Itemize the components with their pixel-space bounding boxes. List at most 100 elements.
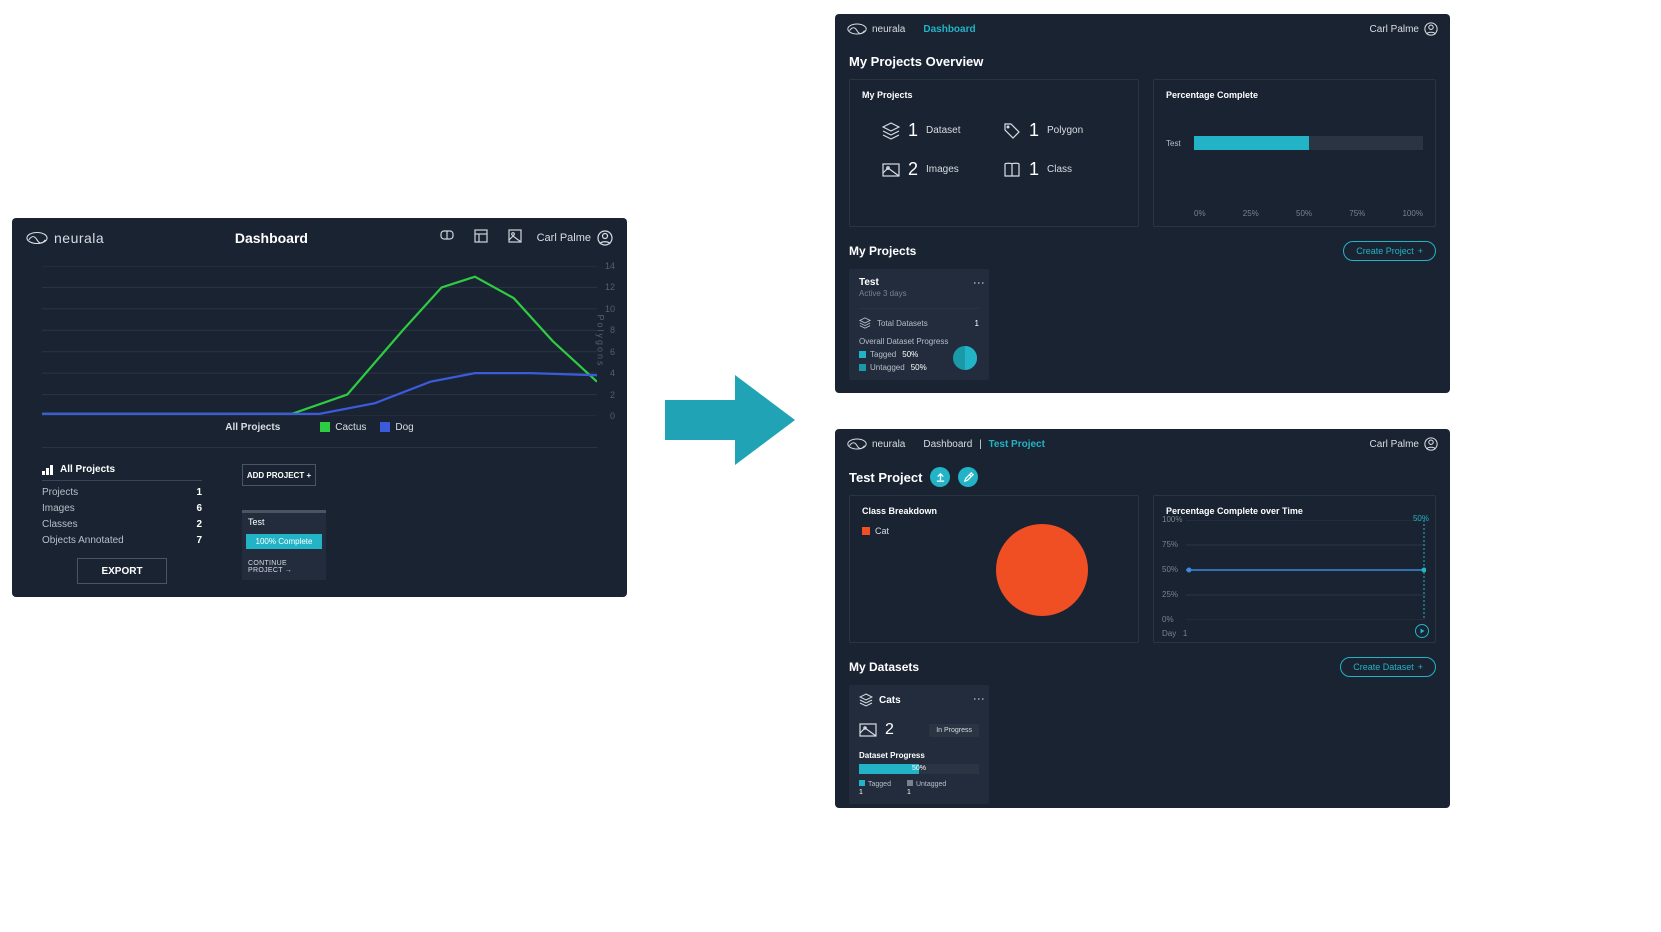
user-menu[interactable]: Carl Palme	[1370, 22, 1438, 36]
new-dashboard-panel: neurala Dashboard Carl Palme My Projects…	[835, 14, 1450, 393]
logo: neurala	[847, 438, 905, 450]
overview-row: My Projects 1Dataset1Polygon2Images1Clas…	[835, 79, 1450, 227]
card-more-icon[interactable]: ⋮	[977, 693, 981, 706]
overview-stat: 1Class	[1003, 159, 1106, 180]
export-button[interactable]: EXPORT	[77, 558, 167, 584]
legend-title: All Projects	[225, 422, 280, 433]
card-more-icon[interactable]: ⋮	[977, 277, 981, 290]
y-tick: 10	[605, 304, 615, 314]
project-card-test[interactable]: Test Active 3 days ⋮ Total Datasets 1 Ov…	[849, 269, 989, 380]
chart-legend: All Projects CactusDog	[12, 422, 627, 433]
status-badge: In Progress	[929, 724, 979, 737]
progress-pct-text: 50%	[912, 764, 926, 774]
progress-donut-icon	[951, 344, 979, 372]
user-avatar-icon	[1424, 22, 1438, 36]
logo: neurala	[847, 23, 905, 35]
tagged-col: Tagged 1	[859, 780, 891, 796]
box-title: Percentage Complete	[1166, 90, 1423, 100]
create-dataset-button[interactable]: Create Dataset+	[1340, 657, 1436, 677]
user-avatar-icon	[597, 230, 613, 246]
charts-row: Class Breakdown Cat Percentage Complete …	[835, 495, 1450, 643]
play-icon[interactable]	[1415, 624, 1429, 638]
lower-section: All Projects Projects1 Images6 Classes2 Obj…	[42, 447, 597, 584]
dataset-progress-bar: 50%	[859, 764, 979, 774]
brain-icon[interactable]	[439, 228, 455, 249]
nav-dashboard[interactable]: Dashboard	[923, 24, 975, 35]
y-tick: 50%	[1162, 565, 1178, 574]
create-project-button[interactable]: Create Project+	[1343, 241, 1436, 261]
plus-icon: +	[1418, 662, 1423, 672]
box-title: Class Breakdown	[862, 506, 1126, 516]
overview-stat: 1Dataset	[882, 120, 985, 141]
project-card-progress: 100% Complete	[246, 534, 322, 549]
all-projects-stats: All Projects Projects1 Images6 Classes2 Obj…	[42, 464, 202, 584]
header: neurala Dashboard Carl Palme	[835, 14, 1450, 44]
y-tick: 75%	[1162, 540, 1178, 549]
tagged-untagged-row: Tagged 1 Untagged 1	[859, 780, 979, 796]
user-menu[interactable]: Carl Palme	[1370, 437, 1438, 451]
project-title: Test Project	[849, 470, 922, 485]
tagged-swatch	[859, 351, 866, 358]
untagged-swatch	[907, 780, 913, 786]
y-tick: 8	[610, 325, 615, 335]
y-tick: 6	[610, 347, 615, 357]
total-datasets-row: Total Datasets 1	[859, 308, 979, 329]
page-title: Dashboard	[104, 230, 438, 246]
user-avatar-icon	[1424, 437, 1438, 451]
logo-text: neurala	[872, 439, 905, 450]
pct-over-time-box: Percentage Complete over Time 0%25%50%75…	[1153, 495, 1436, 643]
layout-icon[interactable]	[473, 228, 489, 249]
upload-button[interactable]	[930, 467, 950, 487]
all-projects-header: All Projects	[42, 464, 202, 481]
pct-bar-row: Test	[1166, 136, 1423, 150]
add-project-button[interactable]: ADD PROJECT +	[242, 464, 316, 486]
user-name: Carl Palme	[1370, 24, 1419, 35]
project-card-title: Test	[242, 513, 326, 531]
my-projects-box: My Projects 1Dataset1Polygon2Images1Clas…	[849, 79, 1139, 227]
layers-icon	[859, 317, 871, 329]
stat-row: Objects Annotated7	[42, 535, 202, 546]
logo-text: neurala	[54, 230, 104, 246]
header-icons	[439, 228, 523, 249]
pct-x-axis: 0%25%50%75%100%	[1194, 209, 1423, 218]
pct-bar-fill	[1194, 136, 1309, 150]
dataset-card-cats[interactable]: Cats ⋮ 2 In Progress Dataset Progress 50…	[849, 685, 989, 804]
y-tick: 14	[605, 261, 615, 271]
stat-row: Projects1	[42, 487, 202, 498]
pct-category: Test	[1166, 139, 1194, 148]
y-tick: 2	[610, 390, 615, 400]
section-title: My Projects	[849, 244, 916, 258]
x-tick: 100%	[1402, 209, 1422, 218]
class-pie-chart	[996, 524, 1088, 616]
project-card-test[interactable]: Test 100% Complete CONTINUE PROJECT →	[242, 510, 326, 580]
pct-end-label: 50%	[1413, 514, 1429, 523]
image-icon[interactable]	[507, 228, 523, 249]
percentage-complete-box: Percentage Complete Test 0%25%50%75%100%	[1153, 79, 1436, 227]
breadcrumb-dashboard[interactable]: Dashboard	[923, 439, 972, 450]
stat-row: Classes2	[42, 519, 202, 530]
x-axis-label: Day 1	[1162, 629, 1187, 638]
polygons-chart: 02468101214 Polygons	[42, 266, 597, 416]
pct-bar-track	[1194, 136, 1423, 150]
my-datasets-section-header: My Datasets Create Dataset+	[835, 643, 1450, 685]
breadcrumb-current: Test Project	[988, 439, 1045, 450]
untagged-swatch	[859, 364, 866, 371]
box-title: Percentage Complete over Time	[1166, 506, 1423, 516]
project-title-row: Test Project	[835, 459, 1450, 495]
user-menu[interactable]: Carl Palme	[537, 230, 613, 246]
y-axis-label: Polygons	[595, 314, 605, 367]
y-tick: 4	[610, 368, 615, 378]
edit-button[interactable]	[958, 467, 978, 487]
card-subtitle: Active 3 days	[859, 289, 979, 298]
continue-project-link[interactable]: CONTINUE PROJECT →	[242, 552, 326, 580]
user-name: Carl Palme	[537, 232, 591, 244]
image-count-row: 2 In Progress	[859, 721, 979, 739]
y-tick: 12	[605, 282, 615, 292]
class-legend: Cat	[862, 526, 1126, 536]
old-dashboard-panel: neurala Dashboard Carl Palme 02468101214…	[12, 218, 627, 597]
dataset-card-title: Cats	[859, 693, 979, 707]
progress-fill	[859, 764, 919, 774]
x-tick: 50%	[1296, 209, 1312, 218]
stat-row: Images6	[42, 503, 202, 514]
logo-text: neurala	[872, 24, 905, 35]
